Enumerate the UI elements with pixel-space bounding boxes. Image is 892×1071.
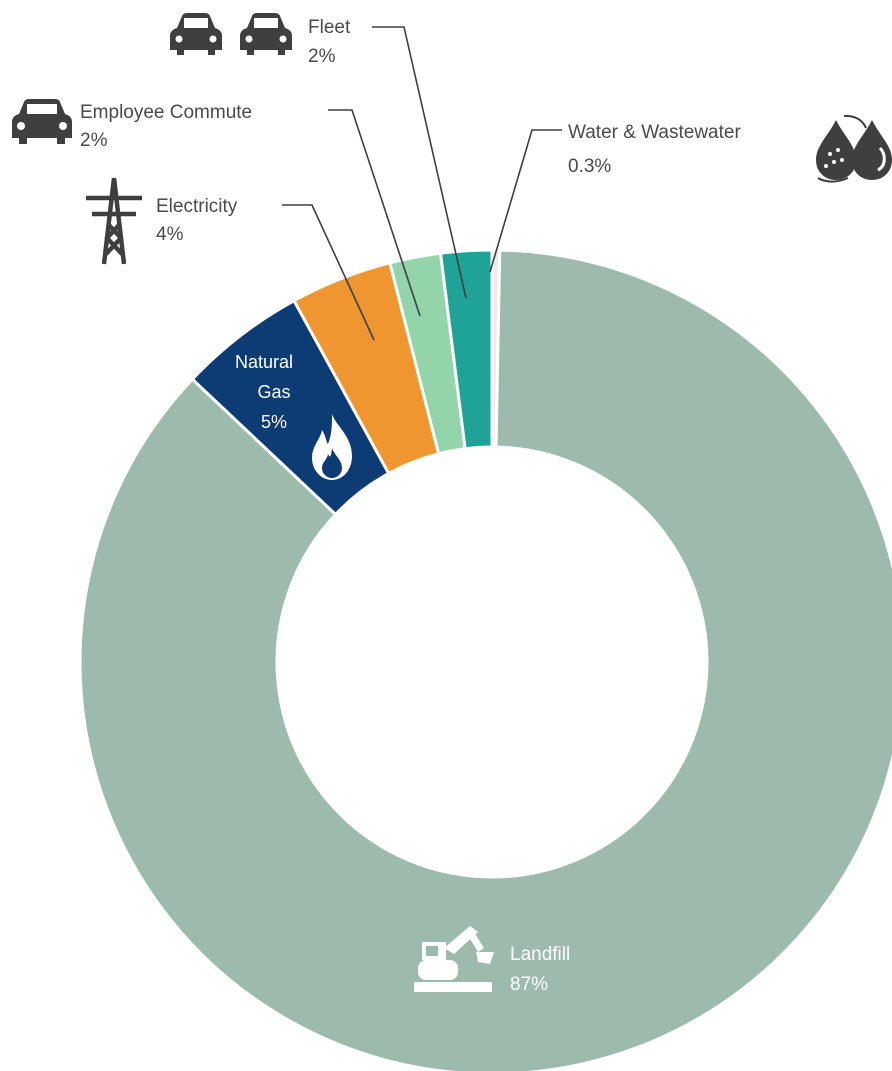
natural-gas-label-line2: Gas — [257, 382, 290, 402]
landfill-label: Landfill — [510, 944, 570, 965]
two-cars-icon — [170, 13, 292, 55]
commute-leader-line — [328, 109, 421, 317]
water-leader-line — [489, 129, 562, 273]
slice-landfill — [78, 248, 892, 1071]
electricity-leader-line — [282, 204, 375, 341]
landfill-value: 87% — [510, 974, 548, 995]
natural-gas-value: 5% — [261, 412, 287, 432]
water-drops-icon — [816, 114, 892, 183]
slice-fleet — [438, 248, 494, 451]
power-tower-icon — [86, 177, 142, 265]
car-icon — [12, 99, 72, 144]
fleet-label: Fleet — [308, 17, 351, 38]
electricity-value: 4% — [156, 224, 184, 245]
flame-icon — [312, 414, 352, 480]
water-value: 0.3% — [568, 156, 611, 177]
water-label: Water & Wastewater — [568, 122, 741, 143]
commute-label: Employee Commute — [80, 102, 252, 123]
excavator-icon — [414, 926, 494, 992]
natural-gas-label-line1: Natural — [235, 352, 293, 372]
commute-value: 2% — [80, 130, 108, 151]
donut-slices — [78, 248, 892, 1071]
fleet-leader-line — [372, 26, 467, 299]
fleet-value: 2% — [308, 46, 336, 67]
electricity-label: Electricity — [156, 196, 238, 217]
